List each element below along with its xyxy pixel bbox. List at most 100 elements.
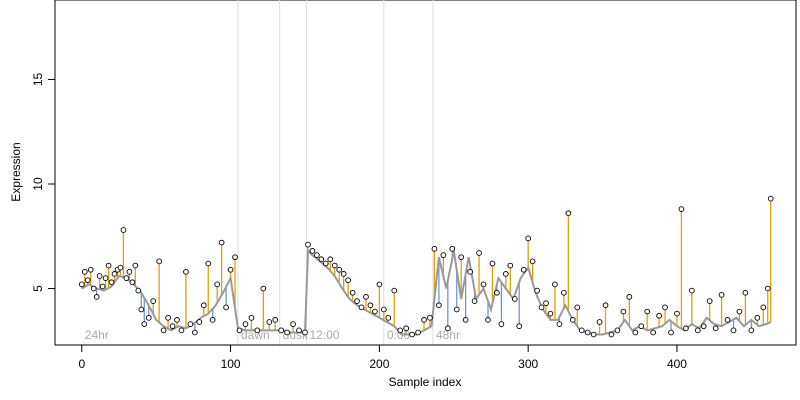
- data-point: [688, 287, 695, 294]
- data-point: [372, 308, 378, 315]
- data-point: [126, 268, 133, 275]
- data-point: [209, 317, 216, 323]
- data-point: [650, 329, 657, 336]
- data-point: [117, 264, 124, 271]
- data-point: [656, 312, 662, 319]
- data-point: [192, 329, 198, 336]
- phase-labels: 24hr dawn dusk 12:00 0:00 48hr: [85, 328, 460, 342]
- phase-label: 12:00: [309, 328, 339, 342]
- data-point: [345, 277, 351, 284]
- data-point: [480, 281, 487, 288]
- data-point: [620, 308, 627, 315]
- data-point: [322, 260, 329, 267]
- data-point: [552, 281, 558, 288]
- data-point: [700, 323, 707, 330]
- data-point: [132, 262, 139, 269]
- phase-label: dawn: [241, 328, 270, 342]
- data-point: [340, 271, 347, 277]
- data-point: [444, 325, 451, 332]
- data-point: [760, 304, 767, 311]
- data-point: [99, 283, 106, 290]
- data-point: [547, 310, 554, 317]
- data-point: [391, 287, 398, 294]
- data-point: [538, 304, 545, 311]
- data-point: [278, 327, 285, 334]
- fitted-line: [81, 248, 772, 336]
- data-point: [156, 258, 163, 265]
- data-point: [385, 314, 392, 321]
- data-point: [415, 329, 421, 336]
- data-point: [336, 266, 343, 273]
- data-point: [141, 321, 148, 327]
- data-point: [602, 302, 609, 309]
- residual-segments: [81, 198, 772, 335]
- data-point: [569, 317, 576, 323]
- x-tick-label: 0: [78, 357, 85, 371]
- phase-label: 0:00: [387, 328, 411, 342]
- x-tick-label: 300: [518, 357, 538, 371]
- data-point: [183, 268, 189, 275]
- y-axis: 5 10 15: [31, 72, 56, 292]
- x-axis: 0 100 200 300 400: [78, 344, 687, 371]
- data-point: [284, 329, 290, 336]
- data-point: [232, 254, 238, 261]
- data-point: [218, 239, 225, 246]
- data-point: [724, 317, 731, 323]
- data-point: [120, 227, 127, 233]
- data-point: [436, 302, 442, 309]
- data-point: [367, 302, 374, 309]
- data-point: [638, 323, 645, 330]
- data-point: [453, 306, 460, 313]
- data-point: [485, 317, 491, 323]
- data-point: [314, 252, 320, 258]
- data-point: [525, 235, 532, 242]
- data-point: [354, 298, 360, 304]
- data-point: [129, 279, 136, 286]
- data-point: [462, 317, 469, 323]
- phase-label: 24hr: [85, 328, 109, 342]
- data-point: [318, 256, 325, 263]
- data-point: [529, 258, 536, 265]
- data-point: [748, 327, 755, 334]
- data-point: [590, 331, 597, 338]
- data-point: [242, 321, 249, 327]
- data-point: [376, 281, 383, 288]
- data-point: [632, 329, 639, 336]
- data-point: [511, 296, 518, 302]
- data-point: [644, 308, 651, 315]
- data-point: [236, 327, 243, 334]
- data-point: [584, 329, 591, 336]
- data-point: [458, 254, 465, 261]
- data-point: [578, 327, 585, 334]
- data-point: [520, 266, 527, 273]
- data-point: [138, 306, 145, 313]
- data-point: [662, 304, 668, 311]
- data-point: [431, 245, 438, 252]
- data-point: [196, 319, 203, 325]
- data-point: [363, 294, 369, 300]
- data-point: [87, 266, 94, 273]
- data-point: [742, 289, 749, 296]
- data-point: [565, 210, 572, 217]
- fitted-line-group: [81, 248, 772, 336]
- data-point: [706, 298, 713, 304]
- data-point: [78, 281, 85, 288]
- data-point: [543, 300, 549, 307]
- data-point: [165, 314, 171, 321]
- data-point: [596, 319, 603, 325]
- data-point: [327, 256, 334, 263]
- data-point: [223, 304, 229, 311]
- data-point: [96, 273, 103, 279]
- data-point: [674, 310, 680, 317]
- data-point: [476, 250, 482, 256]
- data-point: [556, 321, 563, 327]
- data-point: [712, 325, 719, 332]
- data-point: [626, 294, 633, 300]
- data-point: [93, 294, 100, 300]
- data-point: [108, 279, 115, 286]
- data-point: [272, 317, 279, 323]
- data-point: [694, 327, 701, 334]
- data-point: [260, 285, 267, 292]
- data-point: [305, 241, 311, 248]
